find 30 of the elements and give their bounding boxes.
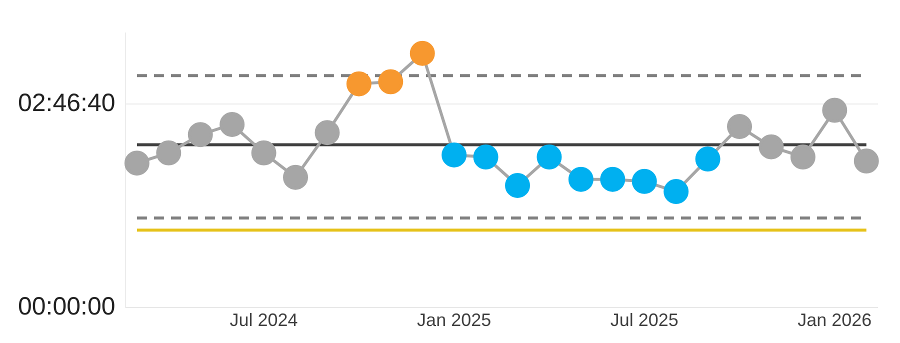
point [220, 112, 245, 137]
point [822, 98, 848, 123]
point [695, 146, 720, 172]
point [378, 69, 404, 94]
point [536, 144, 562, 170]
point [410, 40, 435, 66]
point [758, 134, 784, 160]
point [600, 166, 626, 192]
point [790, 144, 816, 170]
point [568, 166, 594, 192]
point [314, 120, 340, 146]
point [188, 122, 213, 148]
point [473, 144, 498, 170]
x-tick-label: Jan 2026 [798, 310, 872, 330]
y-tick-label: 02:46:40 [18, 89, 116, 118]
x-tick-label: Jul 2024 [230, 310, 298, 330]
point [442, 142, 467, 168]
point [632, 168, 657, 194]
point [156, 140, 182, 166]
point [346, 71, 372, 96]
point [854, 148, 879, 174]
point [664, 179, 689, 204]
point [124, 150, 150, 176]
point [727, 114, 752, 139]
point [251, 140, 276, 166]
point [283, 164, 308, 190]
y-tick-label: 00:00:00 [18, 292, 116, 320]
x-tick-label: Jul 2025 [610, 310, 678, 330]
x-tick-label: Jan 2025 [417, 310, 492, 330]
point [505, 172, 530, 198]
